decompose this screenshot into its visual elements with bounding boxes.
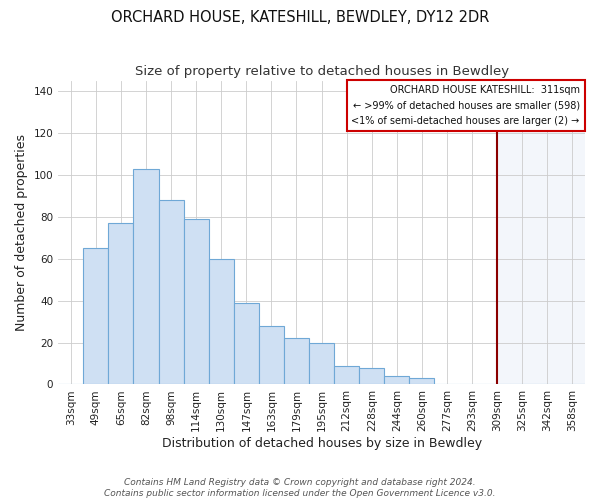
Bar	[109, 223, 133, 384]
Bar	[497, 80, 585, 384]
Bar	[234, 302, 259, 384]
Bar	[409, 378, 434, 384]
Text: ORCHARD HOUSE KATESHILL:  311sqm
← >99% of detached houses are smaller (598)
<1%: ORCHARD HOUSE KATESHILL: 311sqm ← >99% o…	[352, 85, 580, 126]
Bar	[209, 258, 234, 384]
Bar	[259, 326, 284, 384]
Bar	[309, 342, 334, 384]
Y-axis label: Number of detached properties: Number of detached properties	[15, 134, 28, 331]
Bar	[359, 368, 385, 384]
Bar	[284, 338, 309, 384]
Text: ORCHARD HOUSE, KATESHILL, BEWDLEY, DY12 2DR: ORCHARD HOUSE, KATESHILL, BEWDLEY, DY12 …	[111, 10, 489, 25]
Bar	[133, 168, 158, 384]
Text: Contains HM Land Registry data © Crown copyright and database right 2024.
Contai: Contains HM Land Registry data © Crown c…	[104, 478, 496, 498]
Bar	[334, 366, 359, 384]
X-axis label: Distribution of detached houses by size in Bewdley: Distribution of detached houses by size …	[161, 437, 482, 450]
Title: Size of property relative to detached houses in Bewdley: Size of property relative to detached ho…	[134, 65, 509, 78]
Bar	[385, 376, 409, 384]
Bar	[83, 248, 109, 384]
Bar	[158, 200, 184, 384]
Bar	[184, 219, 209, 384]
